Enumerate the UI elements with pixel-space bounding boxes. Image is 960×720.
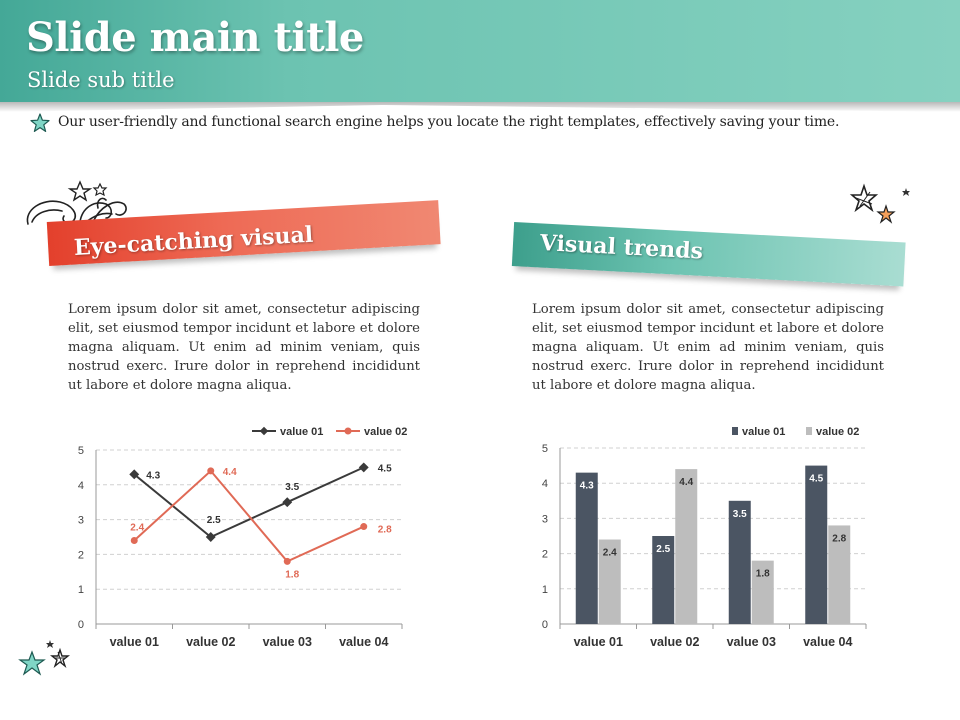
- data-point: [207, 467, 215, 475]
- series-line: [133, 466, 365, 539]
- y-tick-label: 1: [78, 584, 84, 596]
- data-label: 1.8: [285, 569, 299, 580]
- data-label: 4.3: [580, 481, 594, 492]
- data-label: 2.5: [207, 515, 221, 526]
- y-tick-label: 3: [78, 515, 84, 527]
- x-tick-label: value 01: [574, 635, 623, 649]
- y-tick-label: 2: [542, 549, 548, 561]
- y-tick-label: 1: [542, 584, 548, 596]
- data-label: 1.8: [756, 569, 770, 580]
- header-shadow: [0, 102, 960, 112]
- data-label: 2.4: [130, 522, 144, 533]
- x-tick-label: value 04: [803, 635, 852, 649]
- data-point: [129, 469, 140, 480]
- data-label: 4.3: [146, 470, 160, 481]
- data-label: 4.5: [809, 474, 823, 485]
- data-point: [283, 557, 291, 565]
- x-tick-label: value 02: [650, 635, 699, 649]
- bar: [675, 469, 698, 624]
- data-label: 4.5: [378, 463, 392, 474]
- slide-title: Slide main title: [26, 14, 364, 61]
- tagline-text: Our user-friendly and functional search …: [58, 114, 840, 130]
- data-label: 3.5: [285, 482, 299, 493]
- star-cluster-icon: [849, 183, 910, 224]
- data-point: [360, 523, 368, 531]
- data-point: [358, 462, 369, 473]
- y-tick-label: 4: [542, 478, 548, 490]
- y-tick-label: 4: [78, 480, 84, 492]
- x-tick-label: value 01: [110, 635, 159, 649]
- bar: [598, 539, 621, 624]
- y-tick-label: 0: [78, 619, 84, 631]
- header-band: [0, 0, 960, 102]
- legend-label: value 01: [742, 426, 785, 438]
- y-tick-label: 5: [542, 443, 548, 455]
- bar-chart: 0 1 2 3 4 5 value 01 value 02 value 03 value 04 va…: [542, 426, 867, 649]
- legend-swatch: [806, 427, 812, 435]
- data-point: [130, 536, 138, 544]
- line-chart: 0 1 2 3 4 5 value 01 value 02 value 03 value 04 va…: [78, 426, 408, 649]
- slide-subtitle: Slide sub title: [27, 68, 175, 92]
- data-label: 3.5: [733, 509, 747, 520]
- bar: [828, 525, 851, 624]
- y-tick-label: 0: [542, 619, 548, 631]
- legend-label: value 01: [280, 426, 323, 438]
- y-tick-label: 3: [542, 513, 548, 525]
- data-label: 2.8: [378, 525, 392, 536]
- bar: [805, 465, 828, 624]
- x-tick-label: value 02: [186, 635, 235, 649]
- x-tick-label: value 03: [727, 635, 776, 649]
- data-label: 4.4: [679, 477, 693, 488]
- legend-swatch: [732, 427, 738, 435]
- data-point: [205, 532, 216, 542]
- x-tick-label: value 03: [263, 635, 312, 649]
- data-point: [282, 497, 293, 508]
- y-tick-label: 5: [78, 445, 84, 457]
- y-tick-label: 2: [78, 549, 84, 561]
- data-label: 2.5: [656, 544, 670, 555]
- bar: [751, 560, 774, 624]
- bar: [728, 500, 751, 624]
- bar: [575, 472, 598, 624]
- data-label: 2.8: [832, 533, 846, 544]
- legend-marker: [259, 426, 269, 436]
- x-tick-label: value 04: [339, 635, 388, 649]
- data-label: 2.4: [603, 548, 617, 559]
- bar: [652, 536, 675, 624]
- legend-label: value 02: [816, 426, 859, 438]
- right-paragraph: Lorem ipsum dolor sit amet, consectetur …: [532, 302, 884, 393]
- star-cluster-icon: [18, 640, 70, 676]
- legend-label: value 02: [364, 426, 407, 438]
- star-icon: [30, 113, 50, 132]
- left-paragraph: Lorem ipsum dolor sit amet, consectetur …: [68, 302, 420, 393]
- data-label: 4.4: [223, 467, 237, 478]
- series-line: [133, 469, 365, 563]
- legend-marker: [344, 427, 352, 435]
